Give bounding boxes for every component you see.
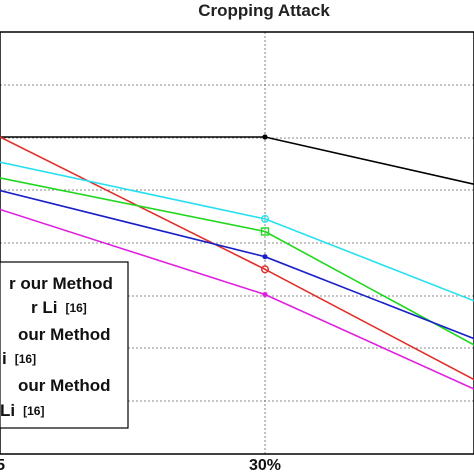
data-point: [262, 254, 267, 259]
legend-label: our Method: [18, 325, 111, 344]
legend-label: Li: [0, 401, 15, 420]
x-tick-labels: 5 30%: [0, 457, 281, 474]
legend-item: Li [16]: [0, 401, 44, 420]
legend-item: our Method: [18, 325, 111, 344]
data-point: [262, 134, 267, 139]
legend-label: r Li: [31, 298, 57, 317]
legend-item: r our Method: [9, 274, 113, 293]
legend-label: our Method: [18, 376, 111, 395]
chart-title: Cropping Attack: [198, 1, 330, 20]
legend-reference: [16]: [15, 352, 36, 366]
legend-label: i: [2, 349, 7, 368]
legend-reference: [16]: [65, 301, 86, 315]
legend: r our Method r Li [16] our Method i [16] our M…: [0, 262, 128, 428]
x-tick-label: 5: [0, 457, 5, 474]
legend-label: r our Method: [9, 274, 113, 293]
legend-reference: [16]: [23, 404, 44, 418]
legend-item: our Method: [18, 376, 111, 395]
x-tick-label: 30%: [249, 457, 281, 474]
data-point: [262, 292, 267, 297]
